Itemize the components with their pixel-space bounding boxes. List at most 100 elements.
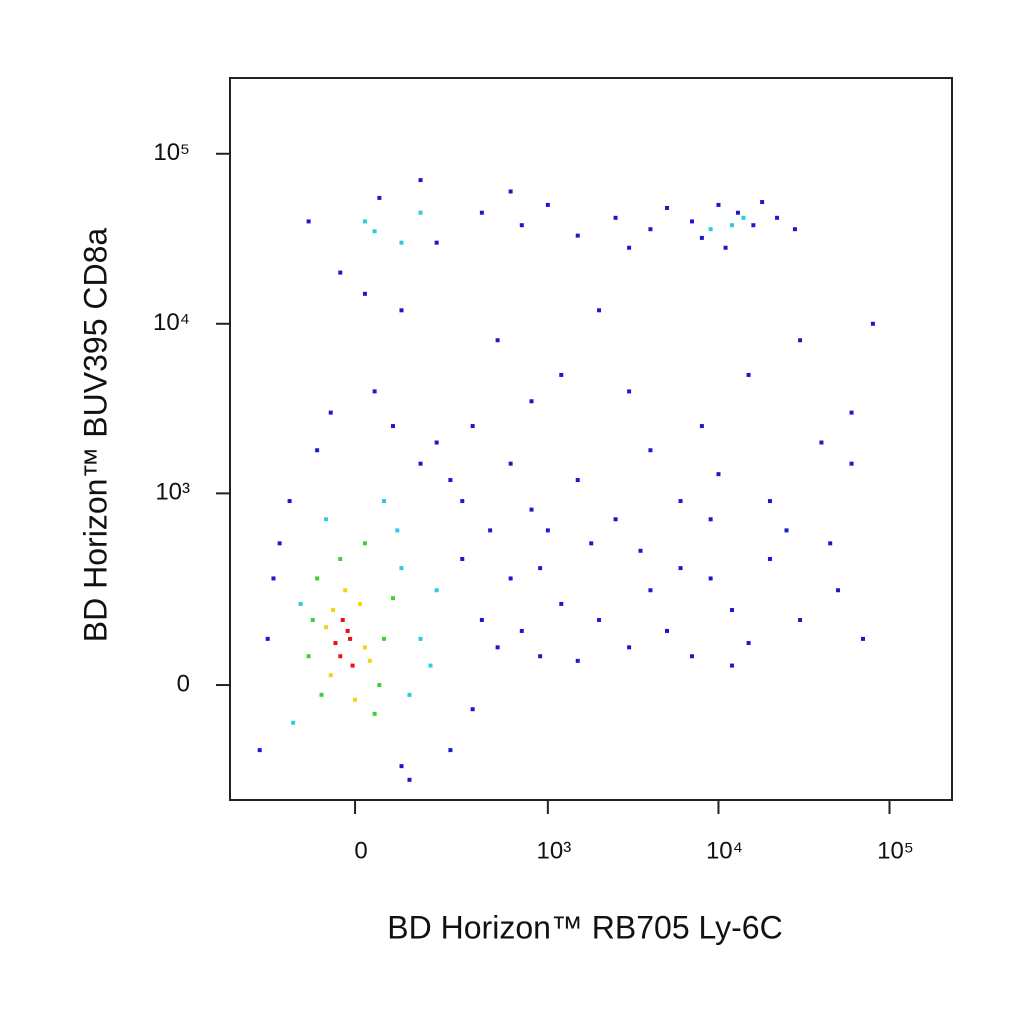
event-point [395,528,400,533]
event-point [362,219,367,224]
event-point [479,617,484,622]
event-point [362,291,367,296]
event-point [597,617,602,622]
event-point [407,692,412,697]
event-point [310,617,315,622]
event-point [390,596,395,601]
x-tick-label: 10⁴ [706,837,743,864]
event-point [508,576,513,581]
event-point [760,200,765,205]
event-point [298,601,303,606]
event-point [730,223,735,228]
event-point [699,235,704,240]
event-point [627,645,632,650]
event-point [287,499,292,504]
event-point [338,270,343,275]
event-point [495,338,500,343]
event-point [849,461,854,466]
event-point [751,223,756,228]
event-point [479,210,484,215]
event-point [849,410,854,415]
event-point [723,245,728,250]
event-point [735,210,740,215]
y-tick-label: 10⁴ [153,309,190,336]
event-point [538,654,543,659]
event-point [699,424,704,429]
event-point [575,658,580,663]
event-point [538,566,543,571]
event-point [819,440,824,445]
event-point [678,566,683,571]
event-point [508,189,513,194]
event-point [545,202,550,207]
event-point [798,338,803,343]
y-tick-label: 0 [177,670,190,697]
x-tick-label: 10⁵ [877,837,914,864]
event-point [265,636,270,641]
event-point [358,601,363,606]
plot-frame [229,77,953,801]
x-tick-label: 0 [354,837,367,864]
event-point [448,478,453,483]
event-point [448,748,453,753]
event-point [613,215,618,220]
event-point [870,321,875,326]
event-point [648,448,653,453]
event-point [257,748,262,753]
event-point [730,608,735,613]
event-point [589,541,594,546]
event-point [434,240,439,245]
event-point [306,654,311,659]
event-point [328,410,333,415]
event-point [434,440,439,445]
event-point [716,472,721,477]
event-point [428,663,433,668]
event-point [529,399,534,404]
event-point [665,205,670,210]
event-point [708,576,713,581]
event-point [407,777,412,782]
y-tick-label: 10³ [155,479,190,506]
event-point [545,528,550,533]
event-point [836,588,841,593]
event-point [319,692,324,697]
event-point [340,617,345,622]
event-point [559,372,564,377]
event-point [372,711,377,716]
event-point [399,308,404,313]
event-point [767,499,772,504]
event-point [495,645,500,650]
event-point [519,223,524,228]
event-point [648,588,653,593]
event-point [746,372,751,377]
event-point [350,663,355,668]
event-point [708,227,713,232]
x-axis-title: BD Horizon™ RB705 Ly-6C [387,909,782,945]
event-point [638,548,643,553]
event-point [324,517,329,522]
event-point [470,707,475,712]
event-point [627,245,632,250]
event-point [460,499,465,504]
event-point [708,517,713,522]
event-point [271,576,276,581]
event-point [399,240,404,245]
event-point [382,636,387,641]
event-point [828,541,833,546]
event-point [338,654,343,659]
event-point [678,499,683,504]
event-point [315,448,320,453]
event-point [798,617,803,622]
event-point [338,556,343,561]
event-point [434,588,439,593]
event-point [399,566,404,571]
event-point [418,461,423,466]
y-axis-title: BD Horizon™ BUV395 CD8a [77,228,113,643]
event-point [559,601,564,606]
event-point [348,636,353,641]
event-point [689,654,694,659]
event-point [315,576,320,581]
event-point [291,720,296,725]
event-point [689,219,694,224]
event-point [390,424,395,429]
